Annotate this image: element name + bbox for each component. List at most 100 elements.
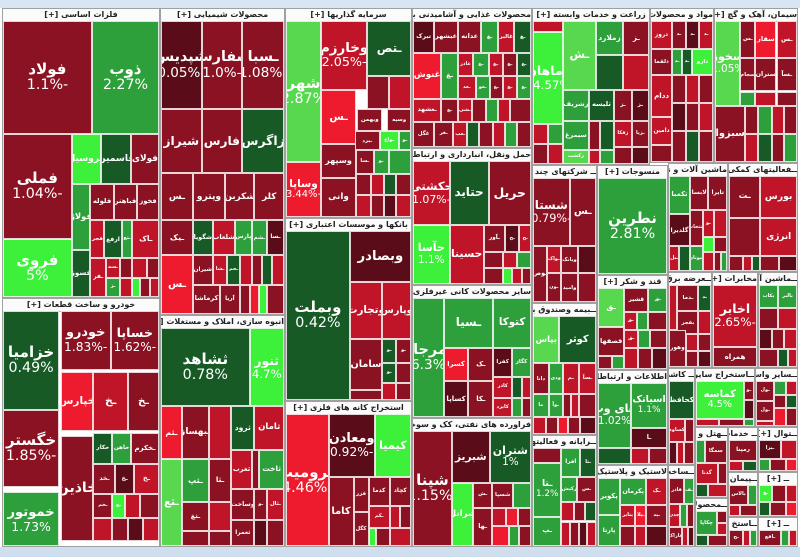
tile-realestate-ـثغ[interactable]: ـثغ — [181, 502, 209, 531]
tile-metal-mining-کگل[interactable]: کگل — [353, 511, 369, 546]
tile-transport-ـآور[interactable]: ـآور — [483, 224, 506, 252]
tile-conglomerates-ـوص[interactable]: ـوص — [533, 246, 547, 302]
tile-realestate-ـثا[interactable]: ـثا — [208, 458, 232, 503]
tile-ceramics-filler[interactable] — [683, 441, 694, 464]
tile-realestate-filler[interactable] — [254, 519, 267, 546]
tile-power-filler[interactable] — [685, 350, 699, 367]
tile-pharma-دامین[interactable]: دامین — [651, 116, 673, 146]
tile-fin-aux-filler[interactable] — [729, 217, 761, 256]
tile-intermediation-filler[interactable] — [774, 394, 786, 408]
tile-metal-products-فاراک[interactable]: فاراک — [669, 526, 682, 546]
tile-investment-ـسا[interactable]: ـسا — [356, 150, 374, 174]
tile-rubber-پتایر[interactable]: پتایر — [620, 505, 636, 526]
tile-telecom-اخابر[interactable]: اخابر -2.65% — [713, 285, 757, 347]
tile-computer-filler[interactable] — [578, 521, 588, 546]
tile-minerals-کفرا[interactable]: کفرا — [493, 347, 513, 377]
tile-food-ـغ[interactable]: ـغ — [516, 76, 531, 100]
tile-metals-ـفر[interactable]: ـفر — [90, 258, 106, 297]
tile-chemicals-شلعاب[interactable]: شلعاب — [212, 220, 235, 256]
tile-power-filler[interactable] — [698, 334, 711, 351]
tile-investment-وبهمن[interactable]: وبهمن — [357, 109, 383, 131]
tile-ceramics-کحافظ[interactable]: کحافظ — [669, 381, 694, 420]
tile-computer-filler[interactable] — [533, 448, 562, 463]
tile-banks-ـو[interactable]: ـو — [396, 339, 411, 363]
tile-sugar-filler[interactable] — [636, 312, 649, 331]
tile-conglomerates-filler[interactable] — [578, 273, 596, 302]
tile-sugar-ـق[interactable]: ـق — [648, 288, 667, 313]
tile-chemicals-شکربن[interactable]: شکربن — [224, 173, 255, 221]
tile-investment-ـتص[interactable]: ـتص — [367, 21, 411, 76]
tile-pharma-دروز[interactable]: دروز — [651, 21, 673, 50]
tile-computer-افرا[interactable]: افرا — [561, 448, 581, 478]
tile-auto-filler[interactable] — [124, 494, 141, 518]
tile-sugar-filler[interactable] — [638, 347, 652, 369]
tile-metals-فجر[interactable]: فجر — [90, 219, 105, 259]
tile-food-ـغ[interactable]: ـغ — [502, 76, 517, 100]
tile-power-ـمب[interactable] — [669, 285, 678, 331]
tile-cement-سخوز[interactable]: سخوز1.05% — [715, 21, 741, 106]
tile-cement-ـس[interactable]: ـس — [740, 21, 756, 58]
tile-rubber-ـک[interactable]: ـک — [646, 478, 667, 506]
tile-chemicals-ـسبا[interactable]: ـسبا-1.08% — [242, 21, 284, 109]
tile-investment-ـبرد[interactable]: ـبرد — [354, 130, 380, 151]
tile-cement-filler[interactable] — [758, 133, 772, 162]
tile-metal-mining-کدما[interactable]: کدما — [368, 477, 390, 507]
tile-machinery-تکمبا[interactable]: تکمبا — [669, 176, 690, 214]
tile-extraction-ـح[interactable]: ـح — [729, 530, 743, 546]
tile-machinery-ـبل[interactable]: ـبل — [669, 246, 680, 271]
tile-insurance-filler[interactable] — [571, 393, 579, 418]
tile-computer-ـپ[interactable]: ـپ — [533, 516, 562, 546]
tile-food-ـغشهد[interactable]: ـغشهد — [413, 99, 442, 122]
tile-cement-filler[interactable] — [745, 105, 759, 134]
tile-chemicals-وپترو[interactable]: وپترو — [192, 173, 225, 221]
tile-cement-ـسآ[interactable]: ـسآ — [776, 57, 797, 92]
tile-metals-فاسمین[interactable]: فاسمین — [101, 134, 131, 184]
tile-metal-products-چدن[interactable]: چدن — [669, 503, 680, 527]
tile-oil-filler[interactable] — [518, 508, 531, 527]
tile-investment-شهر[interactable]: شهر2.87% — [286, 21, 321, 163]
tile-metals-فروسیل[interactable]: فروسیل — [71, 134, 102, 184]
tile-sugar-قشیر[interactable]: قشیر — [624, 288, 649, 313]
tile-banks-filler[interactable] — [396, 383, 411, 400]
tile-rubber-ـپلا[interactable]: ـپلا — [635, 505, 647, 526]
tile-metals-ـسه[interactable]: ـسه — [105, 258, 120, 278]
tile-minerals-ـک[interactable]: ـک — [468, 347, 494, 382]
tile-metals-ارفع[interactable]: ارفع — [104, 219, 122, 259]
tile-ceramics-کساوه[interactable]: کساوه — [669, 419, 685, 442]
tile-machinery-لبوتان[interactable]: لبوتان — [689, 246, 703, 271]
tile-fin-aux-انرژی[interactable]: انرژی — [760, 217, 797, 256]
tile-contracting-filler[interactable] — [748, 485, 757, 505]
tile-sugar-ـق[interactable]: ـق — [598, 288, 625, 327]
tile-auto-خکار[interactable]: خکار — [93, 433, 113, 464]
tile-paper-filler[interactable] — [696, 534, 709, 546]
tile-metals-ـاک[interactable]: ـاک — [132, 219, 159, 259]
tile-misc-tuval-ـیزا[interactable]: ـیزا — [759, 440, 782, 459]
tile-sugar-filler[interactable] — [598, 356, 612, 369]
tile-banks-filler[interactable] — [396, 362, 411, 384]
tile-agriculture-زملارد[interactable]: زملارد — [595, 21, 624, 56]
tile-power-filler[interactable] — [698, 311, 711, 335]
tile-pharma-ـد[interactable]: ـد — [682, 49, 692, 75]
tile-realestate-ثامان[interactable]: ثامان — [254, 406, 284, 451]
tile-banks-سامان[interactable]: سامان — [349, 339, 383, 390]
tile-mini-1-filler[interactable] — [785, 485, 797, 503]
tile-mini-1-ـع[interactable]: ـع — [759, 485, 773, 503]
tile-cement-سفار[interactable]: سفار — [755, 21, 777, 58]
tile-pharma-filler[interactable] — [685, 130, 700, 162]
tile-cement-سجام[interactable]: سجام — [740, 57, 756, 92]
tile-sugar-filler[interactable] — [650, 330, 667, 348]
tile-pharma-ددام[interactable]: ددام — [651, 74, 673, 117]
tile-conglomerates-ـس[interactable]: ـس — [569, 178, 596, 247]
tile-transport-filler[interactable] — [502, 252, 517, 268]
tile-transport-حسینا[interactable]: حسینا — [449, 224, 484, 284]
tile-realestate-filler[interactable] — [208, 530, 232, 546]
tile-conglomerates-وبانک[interactable]: وبانک — [560, 246, 579, 274]
tile-other-mining-کماسه[interactable]: کماسه 4.5% — [696, 381, 744, 419]
tile-pharma-filler[interactable] — [699, 130, 713, 162]
tile-intermediation-filler[interactable] — [785, 394, 797, 408]
tile-agriculture-filler[interactable] — [548, 143, 564, 164]
tile-paper-filler[interactable] — [708, 534, 727, 546]
tile-fin-aux-filler[interactable] — [742, 255, 753, 271]
tile-agriculture-زماهان[interactable]: زماهان14.57% — [533, 32, 564, 124]
tile-elec-machinery-filler[interactable] — [778, 348, 788, 367]
